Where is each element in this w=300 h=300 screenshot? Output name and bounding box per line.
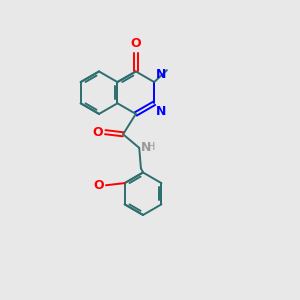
Text: H: H xyxy=(147,142,156,152)
Text: N: N xyxy=(140,141,151,154)
Text: O: O xyxy=(130,37,141,50)
Text: N: N xyxy=(156,68,166,81)
Text: O: O xyxy=(92,126,103,139)
Text: O: O xyxy=(93,179,104,192)
Text: N: N xyxy=(156,105,166,118)
